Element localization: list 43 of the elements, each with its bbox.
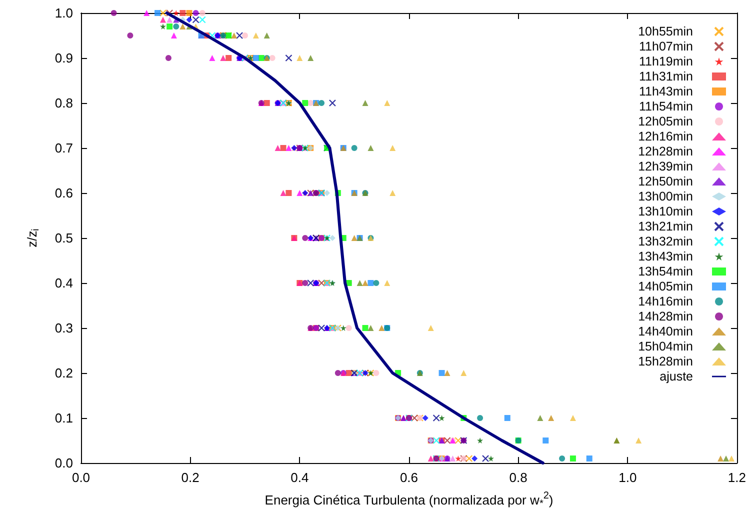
x-tick-label: 0.8 bbox=[509, 470, 528, 485]
legend-label: 15h04min bbox=[638, 340, 694, 354]
legend-label: 13h32min bbox=[638, 234, 694, 248]
legend-label: 10h55min bbox=[638, 24, 694, 38]
legend-label: 12h39min bbox=[638, 160, 694, 174]
y-axis-title: z/zi bbox=[24, 228, 42, 248]
legend-label: 13h10min bbox=[638, 204, 694, 218]
y-tick-label: 0.4 bbox=[54, 276, 73, 290]
y-tick-label: 0.2 bbox=[54, 366, 73, 380]
legend-label: 13h00min bbox=[638, 190, 694, 204]
legend-label: 12h16min bbox=[638, 130, 694, 144]
x-tick-label: 1.0 bbox=[618, 470, 637, 485]
y-tick-label: 0.1 bbox=[54, 410, 73, 426]
legend-label: 12h28min bbox=[638, 144, 694, 158]
y-tick-label: 0.7 bbox=[54, 140, 73, 156]
legend-label: 13h54min bbox=[638, 264, 694, 278]
legend-label: 14h05min bbox=[638, 280, 694, 294]
legend-label: 12h50min bbox=[638, 174, 694, 188]
legend-label: 15h28min bbox=[638, 354, 694, 368]
y-tick-label: 0.9 bbox=[54, 50, 73, 66]
y-tick-label: 1.0 bbox=[54, 6, 73, 20]
legend-label: 13h43min bbox=[638, 250, 694, 264]
legend-label: 13h21min bbox=[638, 220, 694, 234]
y-tick-label: 0.8 bbox=[54, 96, 73, 110]
legend-label: 11h54min bbox=[639, 100, 694, 114]
legend-label: 11h31min bbox=[639, 70, 694, 84]
x-tick-label: 1.2 bbox=[728, 470, 746, 485]
legend-label: 11h19min bbox=[639, 54, 694, 68]
legend-label: 12h05min bbox=[638, 114, 694, 128]
legend-label: ajuste bbox=[660, 370, 694, 384]
x-tick-label: 0.4 bbox=[290, 470, 309, 485]
x-tick-label: 0.6 bbox=[400, 470, 418, 485]
y-tick-label: 0.6 bbox=[54, 186, 73, 200]
y-tick-label: 0.0 bbox=[54, 456, 73, 470]
legend-label: 14h28min bbox=[638, 310, 694, 324]
legend-label: 11h43min bbox=[639, 84, 694, 98]
y-tick-label: 0.5 bbox=[54, 230, 73, 246]
legend-label: 14h40min bbox=[638, 324, 694, 338]
legend-label: 11h07min bbox=[639, 40, 694, 54]
legend-label: 14h16min bbox=[638, 294, 694, 308]
x-tick-label: 0.0 bbox=[72, 470, 90, 485]
x-tick-label: 0.2 bbox=[181, 470, 200, 485]
y-tick-label: 0.3 bbox=[54, 320, 73, 336]
